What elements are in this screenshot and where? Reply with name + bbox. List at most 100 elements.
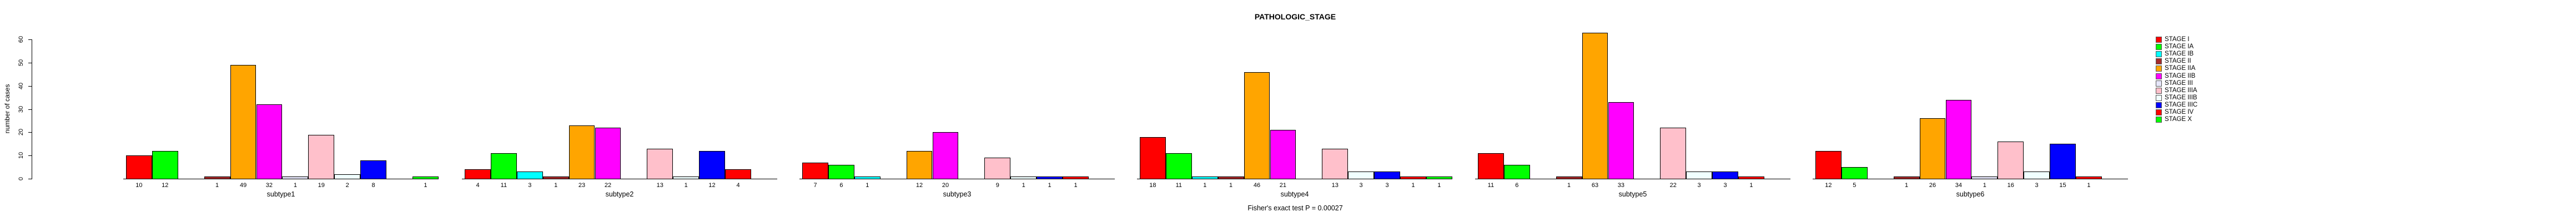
legend-swatch [2156,80,2162,87]
bar-value-label: 10 [135,182,143,189]
bar-value-label: 16 [2007,182,2014,189]
legend-label: STAGE IV [2165,109,2194,115]
legend-swatch [2156,87,2162,94]
bar [1063,176,1089,179]
bar-value-label: 1 [1074,182,1078,189]
y-tick [28,132,32,133]
bar-value-label: 11 [500,182,507,189]
bar-value-label: 2 [345,182,349,189]
bar [568,125,595,179]
bar-value-label: 1 [1567,182,1571,189]
bar [204,176,230,179]
bar [1608,102,1634,179]
bar [1712,171,1738,179]
y-tick [28,155,32,157]
legend-swatch [2156,102,2162,108]
bar [854,176,881,179]
legend-swatch [2156,37,2162,43]
legend-label: STAGE IIIB [2165,94,2197,101]
bar-value-label: 3 [2035,182,2039,189]
legend-label: STAGE IIB [2165,72,2196,79]
y-axis-title: number of cases [3,84,11,134]
legend-label: STAGE IIA [2165,65,2196,72]
bar [1165,153,1192,179]
bar [1945,100,1972,179]
bar [906,151,933,179]
bar-value-label: 4 [736,182,740,189]
bar [647,149,673,179]
bar [2076,176,2102,179]
bar [1348,171,1375,179]
bar-value-label: 3 [1697,182,1701,189]
bar-value-label: 32 [265,182,273,189]
bar [516,171,543,179]
bar-value-label: 23 [578,182,586,189]
bar-value-label: 15 [2059,182,2066,189]
bar-value-label: 34 [1955,182,1963,189]
bar [1037,176,1063,179]
bar-value-label: 6 [839,182,843,189]
bar [1738,176,1764,179]
group-label: subtype2 [605,190,634,198]
group-label: subtype1 [266,190,295,198]
bar [595,128,621,179]
bar-value-label: 1 [293,182,297,189]
bar-value-label: 1 [1022,182,1025,189]
bar-value-label: 1 [1229,182,1233,189]
y-tick-label: 40 [18,82,24,89]
bar [828,165,854,179]
bar [1893,176,1920,179]
bar-value-label: 22 [604,182,612,189]
bar-value-label: 22 [1669,182,1677,189]
bar-value-label: 1 [866,182,869,189]
bar [1503,165,1530,179]
bar-value-label: 1 [1048,182,1051,189]
bar-value-label: 12 [708,182,716,189]
bar-value-label: 3 [1385,182,1389,189]
bar-value-label: 13 [656,182,663,189]
legend-label: STAGE X [2165,116,2192,123]
bar-value-label: 7 [813,182,817,189]
y-tick-label: 30 [18,105,24,113]
legend-swatch [2156,73,2162,79]
group-label: subtype5 [1618,190,1647,198]
bar-value-label: 18 [1149,182,1156,189]
bar-value-label: 5 [1853,182,1856,189]
group-label: subtype3 [943,190,972,198]
bar-value-label: 49 [239,182,247,189]
bar [1374,171,1400,179]
bar [2024,171,2050,179]
bar-value-label: 12 [1825,182,1832,189]
y-tick-label: 20 [18,129,24,136]
bar-value-label: 1 [554,182,558,189]
y-tick [28,85,32,87]
bar-value-label: 1 [1411,182,1415,189]
bar [1426,176,1452,179]
bar-value-label: 3 [528,182,532,189]
legend-swatch [2156,117,2162,123]
bar-value-label: 1 [1437,182,1441,189]
bar [1686,171,1713,179]
bar [1556,176,1582,179]
bar [334,174,361,179]
bar [1400,176,1426,179]
bar-value-label: 1 [1983,182,1986,189]
bar [1998,142,2024,179]
legend-swatch [2156,44,2162,51]
bar [1217,176,1244,179]
bar-value-label: 6 [1515,182,1519,189]
bar [256,104,283,179]
bar [1140,137,1166,179]
bar-value-label: 4 [476,182,480,189]
bar [1660,128,1687,179]
bar [1191,176,1218,179]
legend-swatch [2156,58,2162,65]
bar [308,135,335,179]
bar-value-label: 1 [684,182,688,189]
bar-value-label: 13 [1331,182,1339,189]
bar [1971,176,1998,179]
y-tick-label: 10 [18,152,24,159]
bar [932,132,959,179]
y-tick-label: 60 [18,36,24,43]
